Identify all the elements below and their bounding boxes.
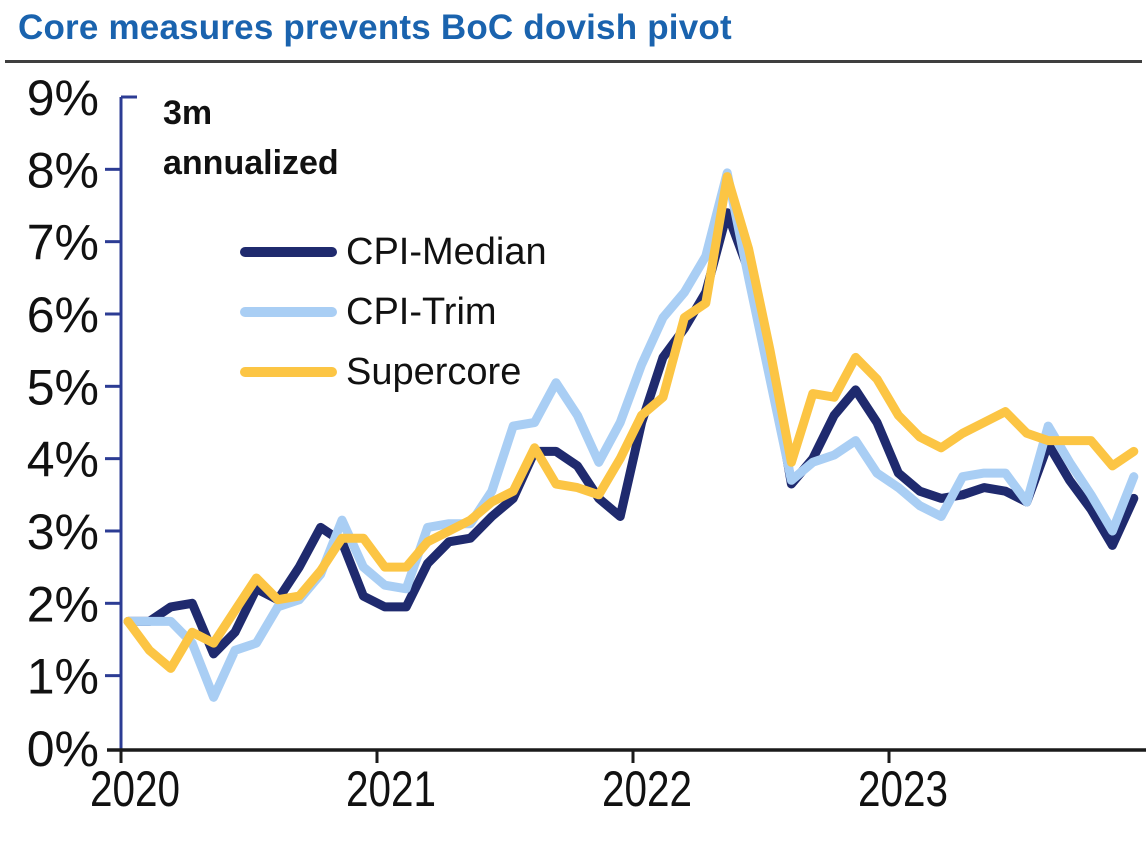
legend-item-cpi-trim: CPI-Trim <box>240 282 547 342</box>
title-underline <box>5 60 1142 63</box>
legend-item-cpi-median: CPI-Median <box>240 222 547 282</box>
y-tick-label: 8% <box>27 142 99 198</box>
axis-annotation: 3m annualized <box>163 88 339 188</box>
page-title: Core measures prevents BoC dovish pivot <box>18 8 732 47</box>
legend: CPI-Median CPI-Trim Supercore <box>240 222 547 402</box>
annotation-line-2: annualized <box>163 144 339 182</box>
y-tick-label: 9% <box>27 70 99 126</box>
y-tick-label: 3% <box>27 504 99 560</box>
y-tick-label: 5% <box>27 359 99 415</box>
annotation-line-1: 3m <box>163 94 213 132</box>
y-tick-label: 4% <box>27 432 99 488</box>
x-tick-label: 2020 <box>90 761 180 817</box>
legend-label-supercore: Supercore <box>346 350 522 393</box>
legend-swatch-cpi-trim <box>240 307 337 317</box>
legend-item-supercore: Supercore <box>240 342 547 402</box>
x-tick-label: 2023 <box>858 761 948 817</box>
series-line-cpi-median <box>123 208 1139 659</box>
y-tick-label: 7% <box>27 215 99 271</box>
y-tick-label: 6% <box>27 287 99 343</box>
legend-swatch-cpi-median <box>240 247 337 257</box>
series-line-supercore <box>123 172 1139 673</box>
x-tick-label: 2021 <box>346 761 436 817</box>
legend-label-cpi-trim: CPI-Trim <box>346 290 497 333</box>
y-tick-label: 1% <box>27 649 99 705</box>
legend-label-cpi-median: CPI-Median <box>346 230 547 273</box>
y-tick-label: 2% <box>27 576 99 632</box>
x-tick-label: 2022 <box>602 761 692 817</box>
legend-swatch-supercore <box>240 367 337 377</box>
y-tick-label: 0% <box>27 721 99 777</box>
